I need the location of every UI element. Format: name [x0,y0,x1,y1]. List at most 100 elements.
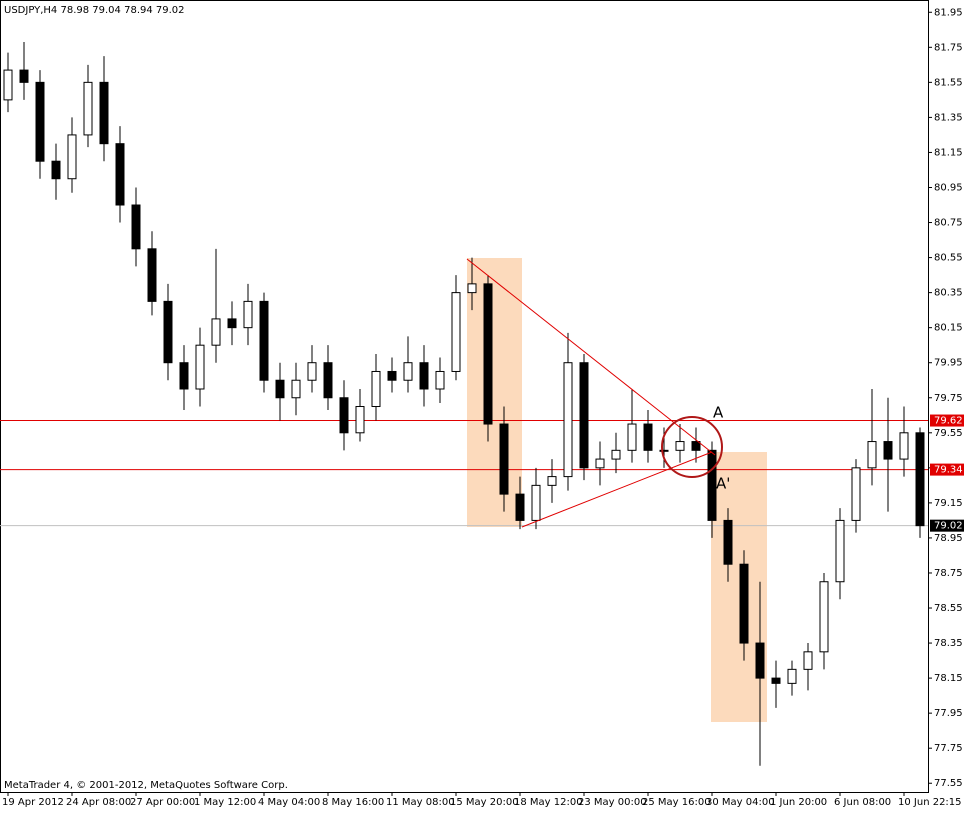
x-tick-label: 1 May 12:00 [194,797,256,808]
candle-body [643,423,653,451]
candle-body [19,69,29,83]
x-tick-label: 4 May 04:00 [258,797,320,808]
y-tick-label: 79.55 [934,428,963,439]
candle-body [531,484,541,521]
candle-body [355,406,365,434]
candle-body [675,441,685,451]
y-tick-label: 79.95 [934,358,963,369]
candle-body [707,449,717,521]
candle-body [227,318,237,329]
candle-body [179,362,189,390]
y-tick-label: 79.75 [934,393,963,404]
candle-body [771,677,781,684]
candle-body [803,651,813,670]
candle-body [659,449,669,452]
y-tick-label: 77.95 [934,708,963,719]
candle-body [99,81,109,145]
candle-body [915,432,925,527]
candle-body [547,476,557,486]
highlight-zone [711,452,767,722]
x-tick-label: 23 May 00:00 [578,797,647,808]
candle-body [755,642,765,679]
y-tick-label: 78.15 [934,673,963,684]
y-tick-label: 80.55 [934,253,963,264]
candle-body [83,81,93,136]
candle-body [51,160,61,180]
y-tick-label: 81.35 [934,112,963,123]
footer: MetaTrader 4, © 2001-2012, MetaQuotes So… [4,780,288,791]
x-tick-label: 15 May 20:00 [450,797,519,808]
x-tick-label: 6 Jun 08:00 [834,797,891,808]
candle-body [243,300,253,329]
y-tick-label: 80.35 [934,288,963,299]
highlight-zone [467,258,522,527]
y-tick-label: 79.15 [934,498,963,509]
candle-body [451,292,461,372]
annotation: A [713,404,724,422]
candle-body [499,423,509,495]
highlight-circle [661,416,723,478]
x-tick-label: 1 Jun 20:00 [770,797,827,808]
marks [0,42,928,766]
price-label-bg [930,463,964,476]
y-tick-label: 80.15 [934,323,963,334]
x-tick-label: 25 May 16:00 [642,797,711,808]
candle-body [867,441,877,469]
y-tick-label: 77.75 [934,743,963,754]
candle-body [339,397,349,434]
y-tick-label: 78.55 [934,603,963,614]
x-tick-label: 11 May 08:00 [386,797,455,808]
y-tick-label: 81.95 [934,7,963,18]
candle-body [131,204,141,250]
candle-body [435,370,445,390]
candle-body [147,248,157,302]
candle-body [691,441,701,451]
candle-body [483,283,493,425]
candle-body [291,379,301,399]
candle-body [627,423,637,451]
y-tick-label: 80.95 [934,182,963,193]
candle-body [259,300,269,381]
candle-body [899,432,909,460]
candle-body [835,519,845,583]
y-tick-label: 78.35 [934,638,963,649]
price-label-bg [930,519,964,532]
x-tick-label: 10 Jun 22:15 [898,797,962,808]
candle-body [115,143,125,206]
candle-body [611,449,621,460]
y-tick-label: 80.75 [934,218,963,229]
chart-title: USDJPY,H4 78.98 79.04 78.94 79.02 [4,5,185,16]
candle-body [275,379,285,399]
price-label: 79.02 [934,521,963,532]
candle-body [419,362,429,390]
trend-line [521,451,713,528]
candle-body [35,81,45,162]
candle-body [819,581,829,653]
candle-body [387,370,397,381]
candle-body [851,467,861,521]
candle-body [67,134,77,180]
candle-body [163,300,173,364]
price-label: 79.34 [934,465,963,476]
price-label-bg [930,414,964,427]
x-tick-label: 18 May 12:00 [514,797,583,808]
candle-body [307,362,317,381]
candle-body [579,362,589,469]
y-tick-label: 81.75 [934,42,963,53]
candle-body [403,362,413,381]
y-tick-label: 78.75 [934,568,963,579]
candle-body [195,344,205,390]
candle-body [563,362,573,478]
candle-body [723,519,733,565]
candle-body [787,668,797,684]
candle-body [739,563,749,644]
x-tick-label: 19 Apr 2012 [2,797,64,808]
candle-body [467,283,477,294]
x-tick-label: 8 May 16:00 [322,797,384,808]
x-tick-label: 24 Apr 08:00 [66,797,131,808]
candle-body [371,370,381,408]
y-tick-label: 81.55 [934,77,963,88]
y-tick-label: 81.15 [934,147,963,158]
price-label: 79.62 [934,416,963,427]
